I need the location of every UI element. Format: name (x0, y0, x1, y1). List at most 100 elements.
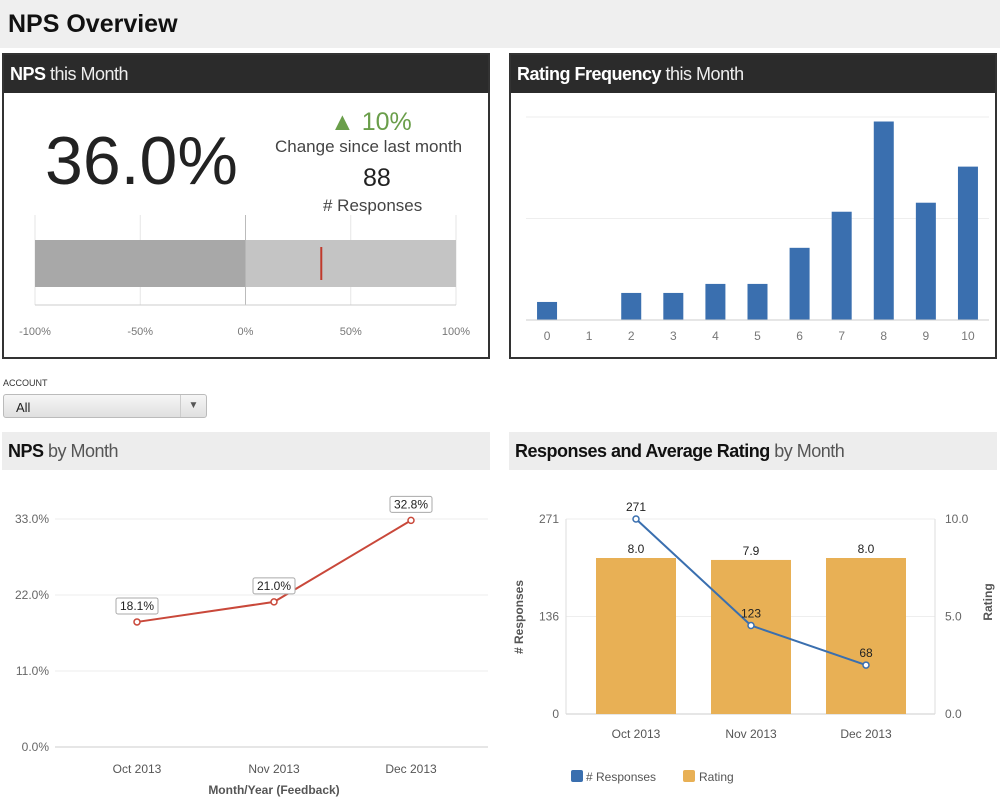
bar (621, 292, 642, 320)
page-title: NPS Overview (8, 10, 178, 38)
y2-tick-label: 5.0 (945, 610, 962, 624)
data-label-box (389, 495, 433, 513)
data-label: 21.0% (257, 579, 291, 593)
nps-value: 36.0% (45, 123, 238, 199)
range-band (35, 240, 246, 287)
legend-swatch (571, 770, 583, 782)
rating-frequency-chart: 0 1 2 3 4 5 6 7 8 9 10 (526, 116, 989, 343)
y-tick-label: 33.0% (15, 512, 49, 526)
bar (873, 121, 894, 320)
x-tick-label: 0 (544, 329, 551, 343)
data-label-box (115, 597, 159, 615)
change-label: Change since last month (275, 137, 463, 156)
y-tick-label: 0.0% (22, 740, 50, 754)
section-title-bold: NPS (8, 441, 44, 461)
panel-title-bold: Rating Frequency (517, 64, 662, 84)
account-select-value: All (16, 400, 31, 415)
y2-tick-label: 10.0 (945, 512, 969, 526)
nps-bullet-chart: -100% -50% 0% 50% 100% (19, 215, 470, 338)
data-point (862, 661, 870, 669)
responses-rating-chart: 0 0.0 136 5.0 271 10.0 8.0 Oct 2013 7.9 Nov 2013 8… (512, 500, 995, 784)
y2-tick-label: 0.0 (945, 707, 962, 721)
x-tick-label: 2 (628, 329, 635, 343)
x-tick-label: 7 (838, 329, 845, 343)
rating-bar (711, 559, 791, 714)
data-point (632, 515, 640, 523)
x-tick-label: 4 (712, 329, 719, 343)
responses-value: 88 (363, 164, 391, 192)
tick-label: 50% (340, 326, 362, 338)
y-tick-label: 0 (552, 707, 559, 721)
range-band (245, 240, 456, 287)
series-line (136, 519, 412, 623)
y-tick-label: 136 (539, 610, 559, 624)
top-bar (0, 0, 1000, 48)
bar (705, 283, 726, 320)
x-tick-label: 9 (923, 329, 930, 343)
x-tick-label: Nov 2013 (248, 762, 300, 776)
panel-title-light: this Month (665, 64, 745, 84)
rating-bar (596, 558, 676, 714)
section-title-light: by Month (774, 441, 845, 461)
change-value: ▲ 10% (330, 108, 412, 137)
rating-bar (826, 558, 906, 714)
change-text: 10% (361, 108, 412, 136)
data-label-box (252, 577, 296, 595)
y-tick-label: 22.0% (15, 588, 49, 602)
bar (831, 211, 852, 320)
tick-label: 100% (442, 326, 470, 338)
chevron-down-icon[interactable]: ▼ (180, 395, 206, 417)
legend-label: Rating (699, 770, 734, 784)
x-axis-label: Month/Year (Feedback) (208, 783, 339, 797)
tick-label: -50% (127, 326, 153, 338)
panel-title-light: this Month (50, 64, 129, 84)
account-select[interactable]: All ▼ (3, 394, 207, 418)
responses-label: # Responses (323, 196, 423, 215)
x-tick-label: Oct 2013 (113, 762, 162, 776)
bar-data-label: 8.0 (858, 542, 875, 556)
x-tick-label: 10 (961, 329, 975, 343)
bar (663, 292, 684, 320)
legend-swatch (683, 770, 695, 782)
tick-label: 0% (238, 326, 254, 338)
bar (537, 301, 558, 320)
line-data-label: 68 (859, 646, 873, 660)
bar-data-label: 7.9 (743, 544, 760, 558)
section-title-bold: Responses and Average Rating (515, 441, 770, 461)
bar-data-label: 8.0 (628, 542, 645, 556)
x-tick-label: Nov 2013 (725, 727, 777, 741)
bar (957, 166, 978, 320)
data-label: 32.8% (394, 497, 428, 511)
bar (915, 202, 936, 320)
x-tick-label: 1 (586, 329, 593, 343)
x-tick-label: 8 (880, 329, 887, 343)
panel-header: NPS this Month (4, 55, 488, 93)
responses-rating-header: Responses and Average Rating by Month (509, 432, 997, 470)
line-data-label: 123 (741, 606, 761, 620)
panel-header: Rating Frequency this Month (511, 55, 995, 93)
panel-title-bold: NPS (10, 64, 46, 84)
legend-label: # Responses (586, 770, 656, 784)
triangle-up-icon: ▲ (330, 108, 355, 136)
y-axis-label: # Responses (512, 580, 526, 654)
y-tick-label: 11.0% (16, 664, 49, 678)
bar (747, 283, 768, 320)
x-tick-label: 6 (796, 329, 803, 343)
nps-by-month-header: NPS by Month (2, 432, 490, 470)
line-data-label: 271 (626, 500, 646, 514)
x-tick-label: Dec 2013 (840, 727, 892, 741)
account-filter-label: ACCOUNT (3, 378, 48, 388)
nps-by-month-chart: 0.0% 11.0% 22.0% 33.0% 18.1% Oct 2013 21.0% Nov… (15, 495, 488, 797)
y-tick-label: 271 (539, 512, 559, 526)
data-point (747, 621, 755, 630)
bar (789, 247, 810, 320)
x-tick-label: Oct 2013 (612, 727, 661, 741)
tick-label: -100% (19, 326, 51, 338)
nps-this-month-panel: NPS this Month (2, 53, 490, 359)
x-tick-label: 3 (670, 329, 677, 343)
x-tick-label: 5 (754, 329, 761, 343)
data-point (407, 516, 415, 525)
data-point (133, 618, 141, 626)
y2-axis-label: Rating (981, 583, 995, 620)
section-title-light: by Month (48, 441, 119, 461)
